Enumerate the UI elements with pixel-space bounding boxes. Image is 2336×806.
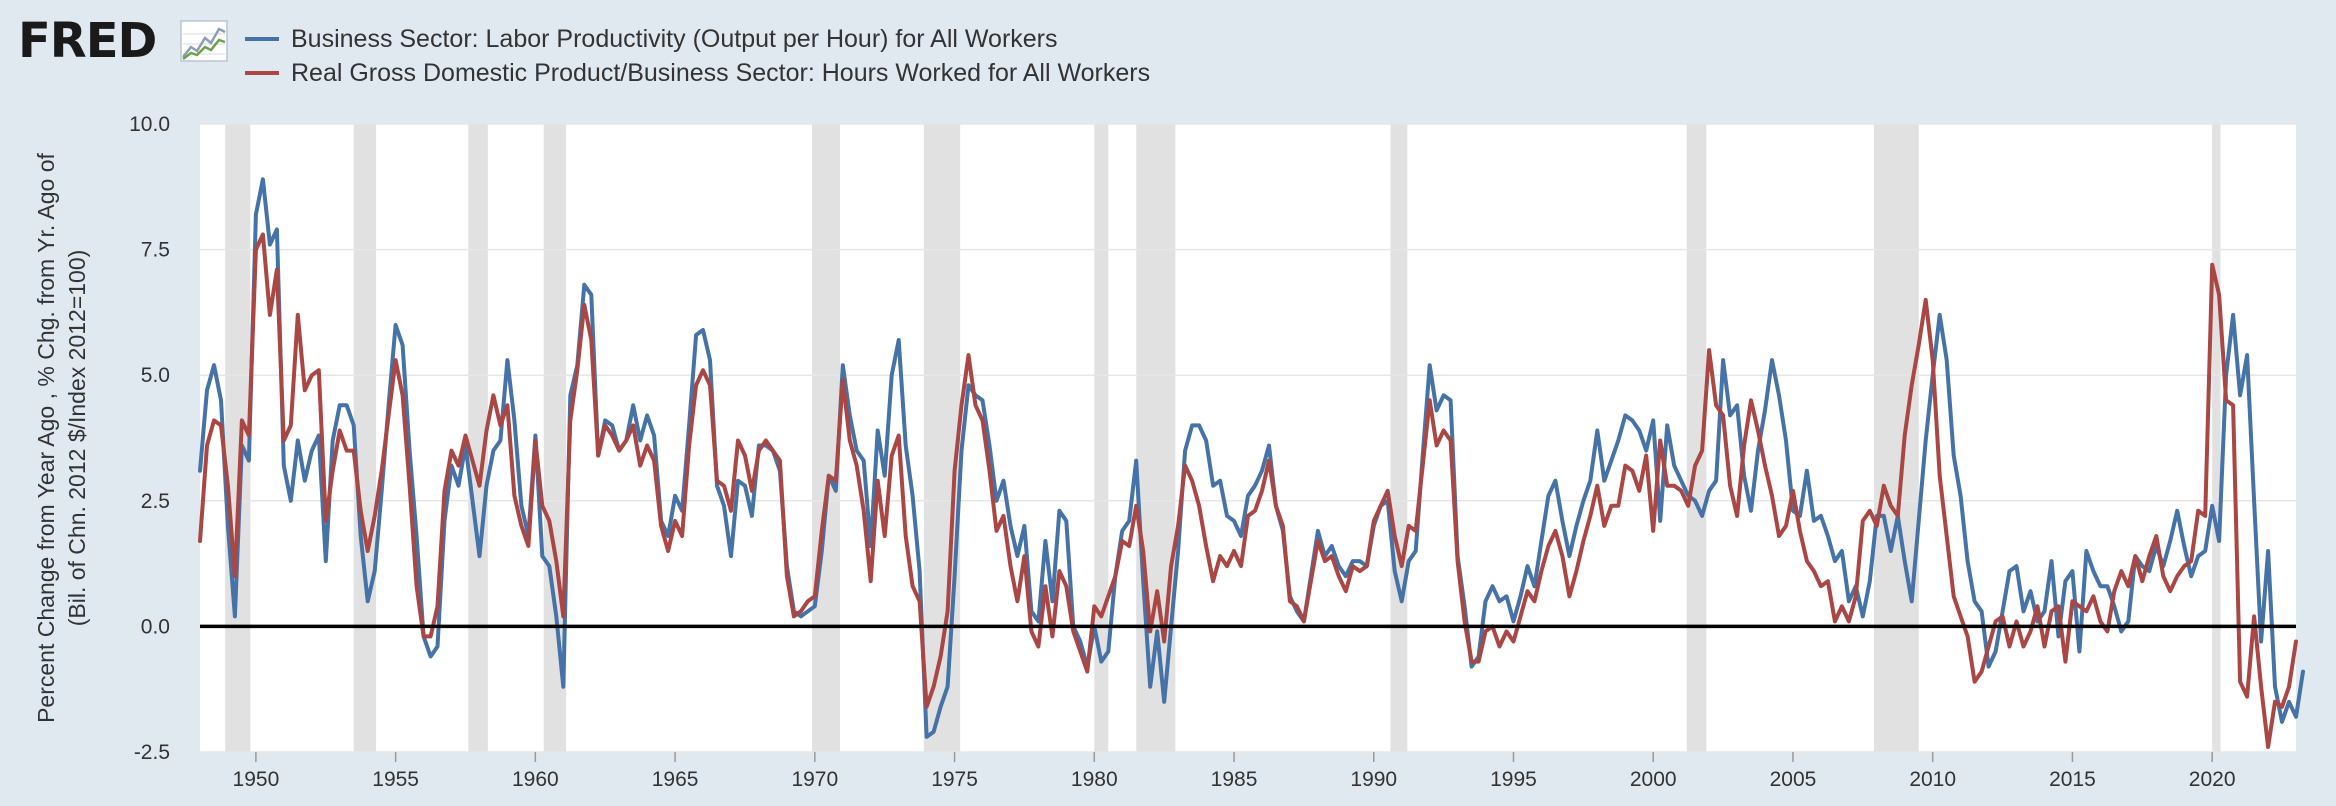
y-tick-label: 10.0 [129,113,170,136]
y-tick-label: 7.5 [141,239,170,262]
x-tick-label: 1980 [1071,768,1118,791]
recession-band-1 [353,124,377,752]
legend-item-gdp-hours[interactable]: Real Gross Domestic Product/Business Sec… [245,56,1150,90]
legend-swatch-gdp-hours [245,71,279,75]
x-tick-label: 2010 [1909,768,1956,791]
y-axis-title-line-2: (Bil. of Chn. 2012 $/Index 2012=100) [64,250,90,627]
recession-band-0 [225,124,251,752]
legend-label-gdp-hours: Real Gross Domestic Product/Business Sec… [291,58,1151,87]
recession-band-10 [1874,124,1919,752]
x-tick-label: 1985 [1211,768,1258,791]
x-tick-label: 1950 [233,768,280,791]
x-tick-label: 2015 [2049,768,2096,791]
trend-line-icon [180,20,228,62]
fred-logo[interactable]: FRED [18,16,233,66]
legend-label-productivity: Business Sector: Labor Productivity (Out… [291,24,1058,53]
y-tick-label: -2.5 [134,741,170,764]
recession-shading [225,124,2221,752]
series-line-1[interactable] [198,232,2298,749]
x-tick-label: 1960 [512,768,559,791]
x-tick-label: 2005 [1770,768,1817,791]
legend-item-productivity[interactable]: Business Sector: Labor Productivity (Out… [245,22,1150,56]
recession-band-4 [812,124,840,752]
chart-legend: Business Sector: Labor Productivity (Out… [245,22,1150,90]
legend-swatch-productivity [245,37,279,41]
series-lines [198,177,2305,749]
y-tick-label: 5.0 [141,364,170,387]
y-tick-label: 2.5 [141,490,170,513]
recession-band-11 [2212,124,2221,752]
x-axis-ticks: 1950 1955 1960 1965 1970 1975 1980 1985 1990 1995… [233,752,2236,791]
x-tick-label: 2000 [1630,768,1677,791]
x-tick-label: 2020 [2189,768,2236,791]
recession-band-6 [1094,124,1109,752]
y-tick-label: 0.0 [141,615,170,638]
x-tick-label: 1970 [791,768,838,791]
x-tick-label: 1955 [372,768,419,791]
recession-band-8 [1390,124,1408,752]
x-tick-label: 1975 [931,768,978,791]
x-tick-label: 1965 [652,768,699,791]
recession-band-2 [468,124,488,752]
y-axis-ticks: 10.0 7.5 5.0 2.5 0.0 -2.5 [129,113,170,764]
x-tick-label: 1995 [1490,768,1537,791]
logo-text: FRED [18,13,157,69]
y-axis-title-line-1: Percent Change from Year Ago , % Chg. fr… [33,152,59,722]
x-tick-label: 1990 [1350,768,1397,791]
recession-band-9 [1686,124,1707,752]
series-line-0[interactable] [198,177,2305,739]
